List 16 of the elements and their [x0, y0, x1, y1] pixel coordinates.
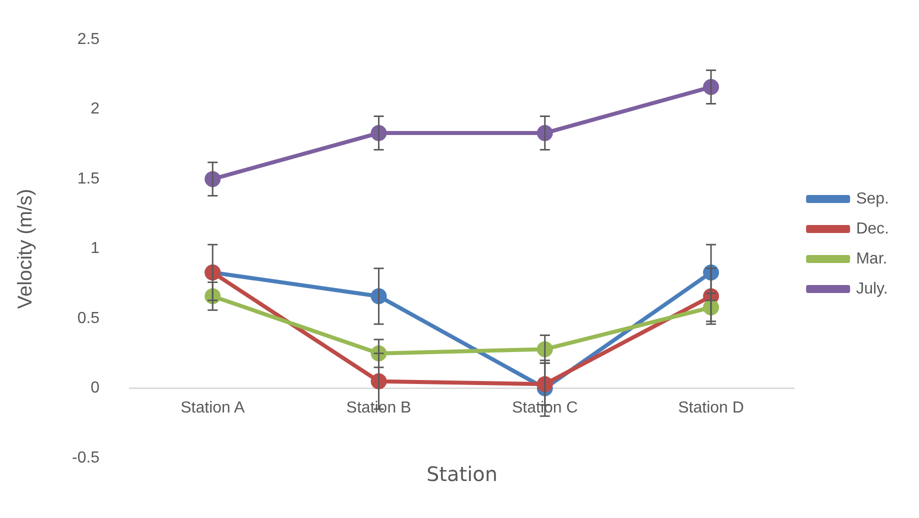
legend-label: Sep.: [856, 190, 890, 208]
y-tick-label: 1.5: [77, 170, 100, 188]
y-tick-label: 0.5: [77, 310, 100, 327]
y-tick-label: 2.5: [77, 31, 100, 48]
legend-label: July.: [856, 280, 888, 298]
y-tick-label: 1: [90, 240, 100, 258]
y-tick-label: 0: [90, 380, 100, 397]
y-axis-title: Velocity (m/s): [14, 188, 37, 309]
legend-label: Dec.: [856, 220, 889, 238]
x-tick-label: Station A: [180, 399, 245, 416]
legend-label: Mar.: [856, 250, 888, 268]
x-tick-label: Station D: [678, 399, 744, 416]
x-tick-label: Station B: [346, 399, 412, 416]
y-tick-label: 2: [90, 100, 100, 118]
y-tick-label: -0.5: [72, 449, 100, 466]
x-axis-title: Station: [426, 462, 498, 486]
